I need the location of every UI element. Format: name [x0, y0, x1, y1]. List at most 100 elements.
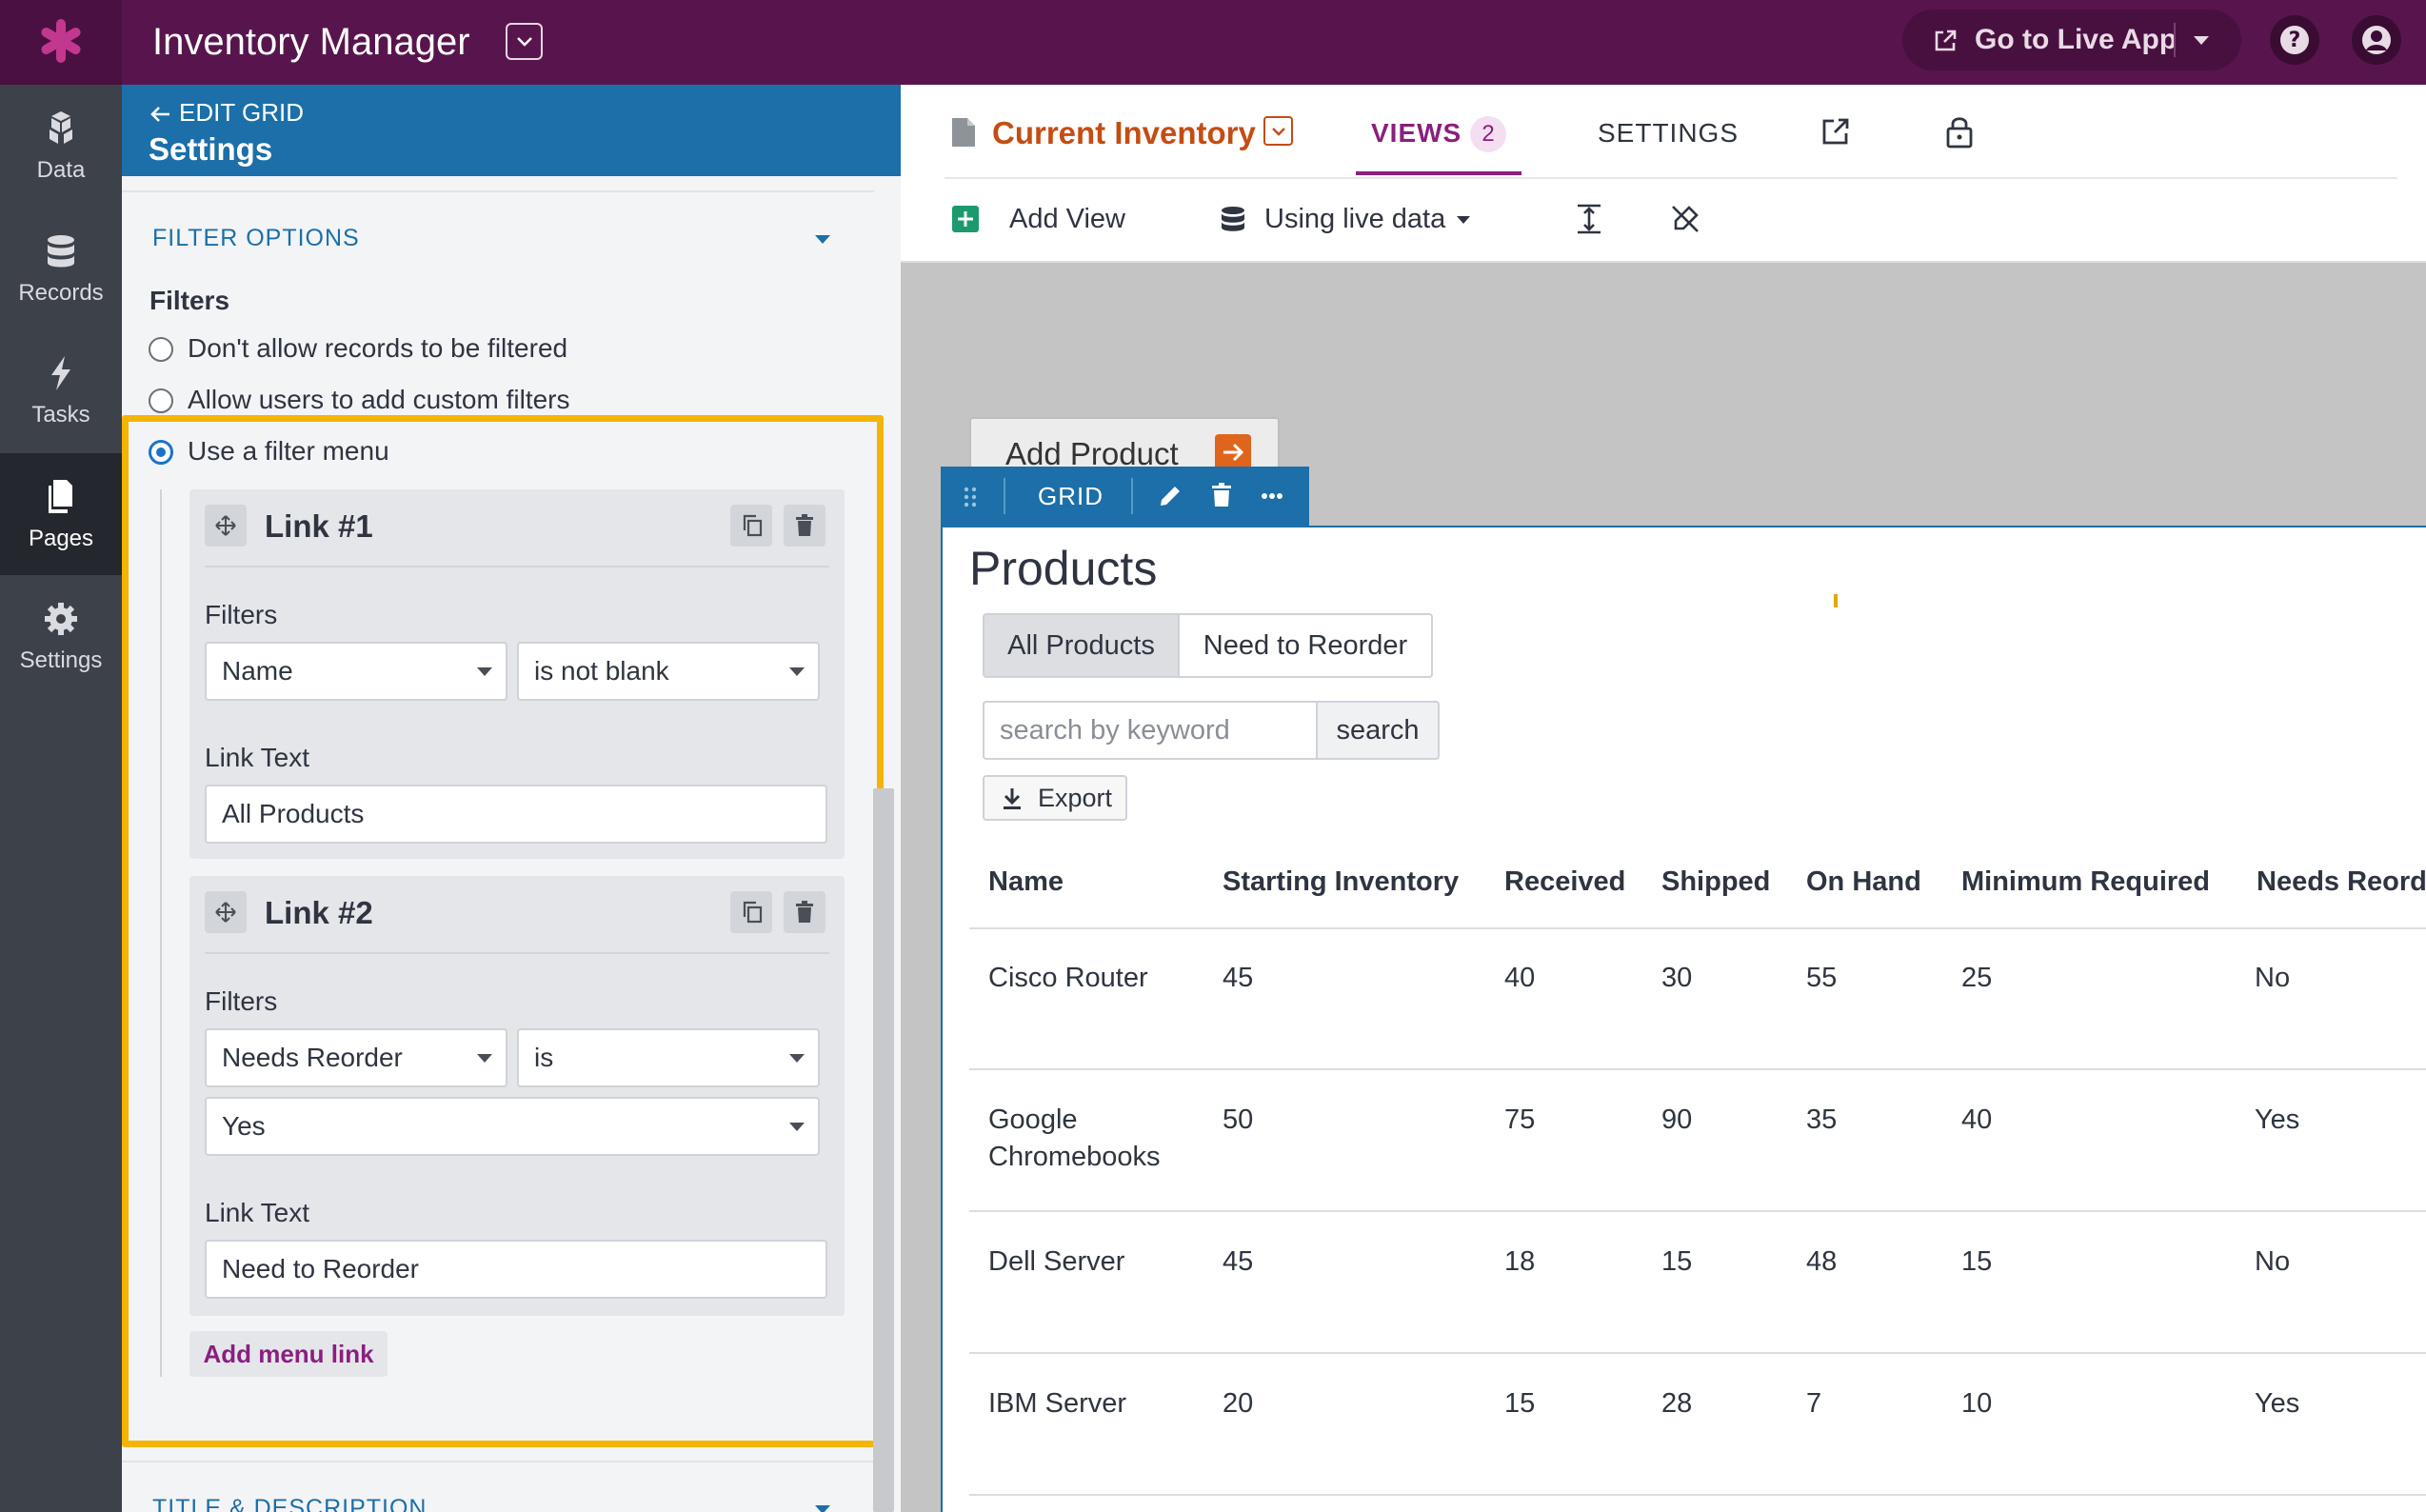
panel-title: Settings — [149, 131, 273, 167]
column-header-shipped[interactable]: Shipped — [1661, 866, 1771, 897]
column-header-on-hand[interactable]: On Hand — [1806, 866, 1921, 897]
filter-tab-need-to-reorder[interactable]: Need to Reorder — [1178, 613, 1433, 678]
search-input[interactable]: search by keyword — [983, 701, 1318, 760]
page-title-dropdown[interactable] — [1263, 116, 1293, 146]
pencil-icon[interactable] — [1158, 484, 1183, 508]
app-title-dropdown[interactable] — [506, 23, 543, 60]
filter-options-section-header[interactable]: FILTER OPTIONS — [152, 221, 838, 259]
divider — [122, 1461, 874, 1462]
lock-icon[interactable] — [1946, 114, 1973, 149]
account-button[interactable] — [2352, 15, 2401, 65]
add-view-button[interactable]: Add View — [948, 196, 1139, 242]
grid-view — [941, 526, 2426, 1512]
external-link-icon[interactable] — [1820, 116, 1851, 147]
filter-field-select[interactable]: Needs Reorder — [205, 1028, 507, 1087]
table-cell: No — [2255, 963, 2291, 993]
table-cell: 30 — [1661, 963, 1693, 993]
column-header-starting-inventory[interactable]: Starting Inventory — [1223, 866, 1460, 897]
app-logo[interactable] — [0, 0, 122, 85]
radio-button-selected[interactable] — [149, 440, 173, 465]
delete-link-button[interactable] — [784, 891, 825, 933]
go-to-live-app-button[interactable]: Go to Live App — [1902, 10, 2241, 70]
delete-link-button[interactable] — [784, 505, 825, 547]
nav-item-records[interactable]: Records — [0, 208, 122, 329]
column-header-name[interactable]: Name — [988, 866, 1064, 897]
nav-item-data[interactable]: Data — [0, 85, 122, 207]
link-text-input[interactable]: All Products — [205, 785, 827, 844]
caret-down-icon — [815, 235, 830, 244]
lightning-icon — [51, 356, 70, 390]
drag-handle[interactable] — [205, 891, 247, 933]
filter-option-menu[interactable]: Use a filter menu — [149, 436, 777, 470]
nav-label: Data — [36, 157, 86, 183]
nav-item-settings[interactable]: Settings — [0, 575, 122, 697]
help-button[interactable]: ? — [2270, 15, 2319, 65]
row-divider — [969, 1494, 2426, 1496]
table-cell: No — [2255, 1246, 2291, 1277]
panel-header: EDIT GRID Settings — [122, 85, 901, 176]
trash-icon[interactable] — [1211, 483, 1232, 507]
tab-views[interactable]: VIEWS — [1371, 118, 1462, 148]
table-cell: 40 — [1504, 963, 1536, 993]
nav-label: Pages — [28, 526, 94, 551]
row-height-icon[interactable] — [1575, 204, 1603, 234]
table-cell: 25 — [1961, 963, 1993, 993]
select-value: is — [534, 1043, 554, 1072]
duplicate-link-button[interactable] — [730, 505, 772, 547]
left-nav — [0, 85, 122, 1512]
filter-field-select[interactable]: Name — [205, 642, 507, 701]
paint-brush-off-icon[interactable] — [1670, 204, 1700, 234]
tab-settings[interactable]: SETTINGS — [1598, 118, 1740, 148]
filters-heading: Filters — [149, 286, 230, 315]
search-button[interactable]: search — [1316, 701, 1440, 760]
add-menu-link-button[interactable]: Add menu link — [189, 1331, 388, 1377]
radio-button[interactable] — [149, 388, 173, 413]
nav-item-tasks[interactable]: Tasks — [0, 329, 122, 451]
select-value: Yes — [222, 1111, 266, 1141]
link-text-label: Link Text — [205, 1198, 309, 1227]
drag-handle-icon[interactable] — [964, 486, 977, 508]
download-icon — [1004, 788, 1021, 809]
radio-button[interactable] — [149, 337, 173, 362]
option-label: Allow users to add custom filters — [188, 385, 570, 414]
select-value: Needs Reorder — [222, 1043, 403, 1072]
more-icon[interactable] — [1261, 492, 1283, 500]
filter-tab-all-products[interactable]: All Products — [983, 613, 1180, 678]
trash-icon — [796, 901, 813, 923]
column-header-needs-reorder[interactable]: Needs Reorder — [2257, 866, 2426, 897]
table-cell: Dell Server — [988, 1246, 1125, 1277]
filter-operator-select[interactable]: is — [517, 1028, 820, 1087]
nav-item-pages[interactable]: Pages — [0, 453, 122, 575]
table-cell: Yes — [2255, 1104, 2300, 1135]
filter-option-none[interactable]: Don't allow records to be filtered — [149, 333, 777, 368]
edit-grid-back-link[interactable]: EDIT GRID — [149, 96, 304, 129]
export-button[interactable]: Export — [983, 775, 1127, 821]
data-source-dropdown[interactable]: Using live data — [1221, 196, 1487, 242]
active-tab-indicator — [1356, 171, 1521, 175]
gear-icon — [45, 603, 77, 635]
filter-value-select[interactable]: Yes — [205, 1097, 820, 1156]
indent-line — [160, 489, 162, 1377]
document-icon — [952, 118, 975, 147]
caret-down-icon — [789, 1054, 805, 1063]
drag-handle[interactable] — [205, 505, 247, 547]
link-card-1: Link #1 Filters Name is not blank Link T… — [189, 489, 845, 859]
duplicate-link-button[interactable] — [730, 891, 772, 933]
page-title[interactable]: Current Inventory — [992, 115, 1256, 150]
chevron-down-icon — [1272, 128, 1285, 136]
move-icon — [215, 515, 236, 536]
filter-option-custom[interactable]: Allow users to add custom filters — [149, 385, 777, 419]
column-header-received[interactable]: Received — [1504, 866, 1626, 897]
table-cell: 10 — [1961, 1388, 1993, 1419]
table-cell: 48 — [1806, 1246, 1838, 1277]
panel-scrollbar[interactable] — [873, 788, 894, 1512]
add-view-label: Add View — [1009, 204, 1125, 234]
title-description-section-header[interactable]: TITLE & DESCRIPTION — [152, 1491, 838, 1512]
link-title: Link #1 — [265, 508, 373, 544]
highlight-box — [122, 415, 884, 1447]
link-text-input[interactable]: Need to Reorder — [205, 1240, 827, 1299]
filter-operator-select[interactable]: is not blank — [517, 642, 820, 701]
chevron-down-icon — [517, 37, 532, 47]
caret-down-icon[interactable] — [2194, 36, 2209, 45]
column-header-minimum-required[interactable]: Minimum Required — [1961, 866, 2211, 897]
